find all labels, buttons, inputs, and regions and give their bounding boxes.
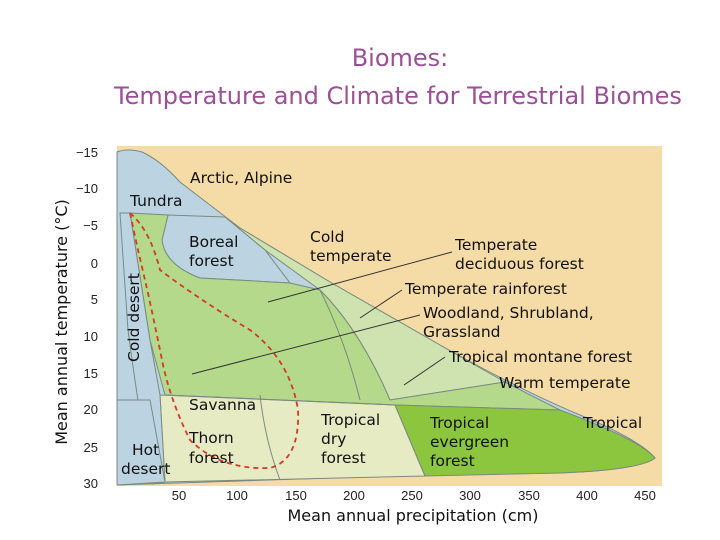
label-warm-temperate: Warm temperate [499,374,631,392]
y-tick-label: −5 [83,218,98,233]
label-cold-temperate: temperate [310,247,392,265]
label-cold-desert: Cold desert [125,273,143,362]
tropical-evergreen-region [394,404,656,477]
x-tick-label: 300 [459,488,481,503]
label-temperate-deciduous: deciduous forest [455,255,584,273]
y-tick-label: 10 [84,329,98,344]
label-tropical: Tropical [582,414,642,432]
label-boreal: Boreal [189,233,239,251]
y-tick-label: 0 [91,256,98,271]
y-tick-label: 30 [84,476,98,491]
boundary-line [319,289,361,401]
leader-line [267,251,453,303]
temperate-forest-region [129,212,561,411]
x-axis-title: Mean annual precipitation (cm) [288,506,539,525]
label-boreal: forest [189,252,234,270]
x-tick-label: 450 [634,488,656,503]
page-subtitle: Temperature and Climate for Terrestrial … [114,82,682,110]
x-tick-label: 250 [401,488,423,503]
y-tick-label: −15 [76,145,98,160]
label-hot-desert: Hot [132,441,159,459]
x-tick-labels: 50 100 150 200 250 300 350 400 450 [172,488,656,503]
leader-line [359,289,403,319]
leader-line [403,356,446,386]
x-tick-label: 50 [172,488,186,503]
y-tick-label: 25 [84,440,98,455]
dashed-boundary [128,210,299,469]
label-tropical-montane: Tropical montane forest [448,348,632,366]
y-axis-title: Mean annual temperature (°C) [52,199,71,445]
label-tropical-evergreen: evergreen [430,433,509,451]
label-thorn-forest: forest [189,449,234,467]
x-tick-label: 400 [576,488,598,503]
x-tick-label: 100 [226,488,248,503]
y-tick-label: 15 [84,366,98,381]
hot-desert-region [116,399,166,486]
x-tick-label: 350 [518,488,540,503]
label-thorn-forest: Thorn [188,429,234,447]
label-tundra: Tundra [129,192,182,210]
label-tropical-dry: forest [321,449,366,467]
x-tick-label: 150 [285,488,307,503]
label-temperate-rainforest: Temperate rainforest [404,280,567,298]
label-tropical-dry: Tropical [320,411,380,429]
label-woodland: Woodland, Shrubland, [423,304,594,322]
page-title: Biomes: [351,44,449,72]
boundary-line [164,394,396,406]
y-tick-label: 5 [91,292,98,307]
y-tick-label: −10 [76,181,98,196]
y-tick-labels: −15 −10 −5 0 5 10 15 20 25 30 [76,145,98,491]
label-hot-desert: desert [121,460,170,478]
label-temperate-deciduous: Temperate [454,236,537,254]
boundary-line [259,394,281,481]
label-tropical-dry: dry [321,430,346,448]
y-tick-label: 20 [84,402,98,417]
label-tropical-evergreen: Tropical [429,414,489,432]
label-woodland: Grassland [423,323,501,341]
label-tropical-evergreen: forest [430,452,475,470]
leader-line [191,314,421,375]
label-cold-temperate: Cold [310,228,344,246]
label-savanna: Savanna [189,396,256,414]
x-tick-label: 200 [343,488,365,503]
label-arctic-alpine: Arctic, Alpine [190,169,292,187]
